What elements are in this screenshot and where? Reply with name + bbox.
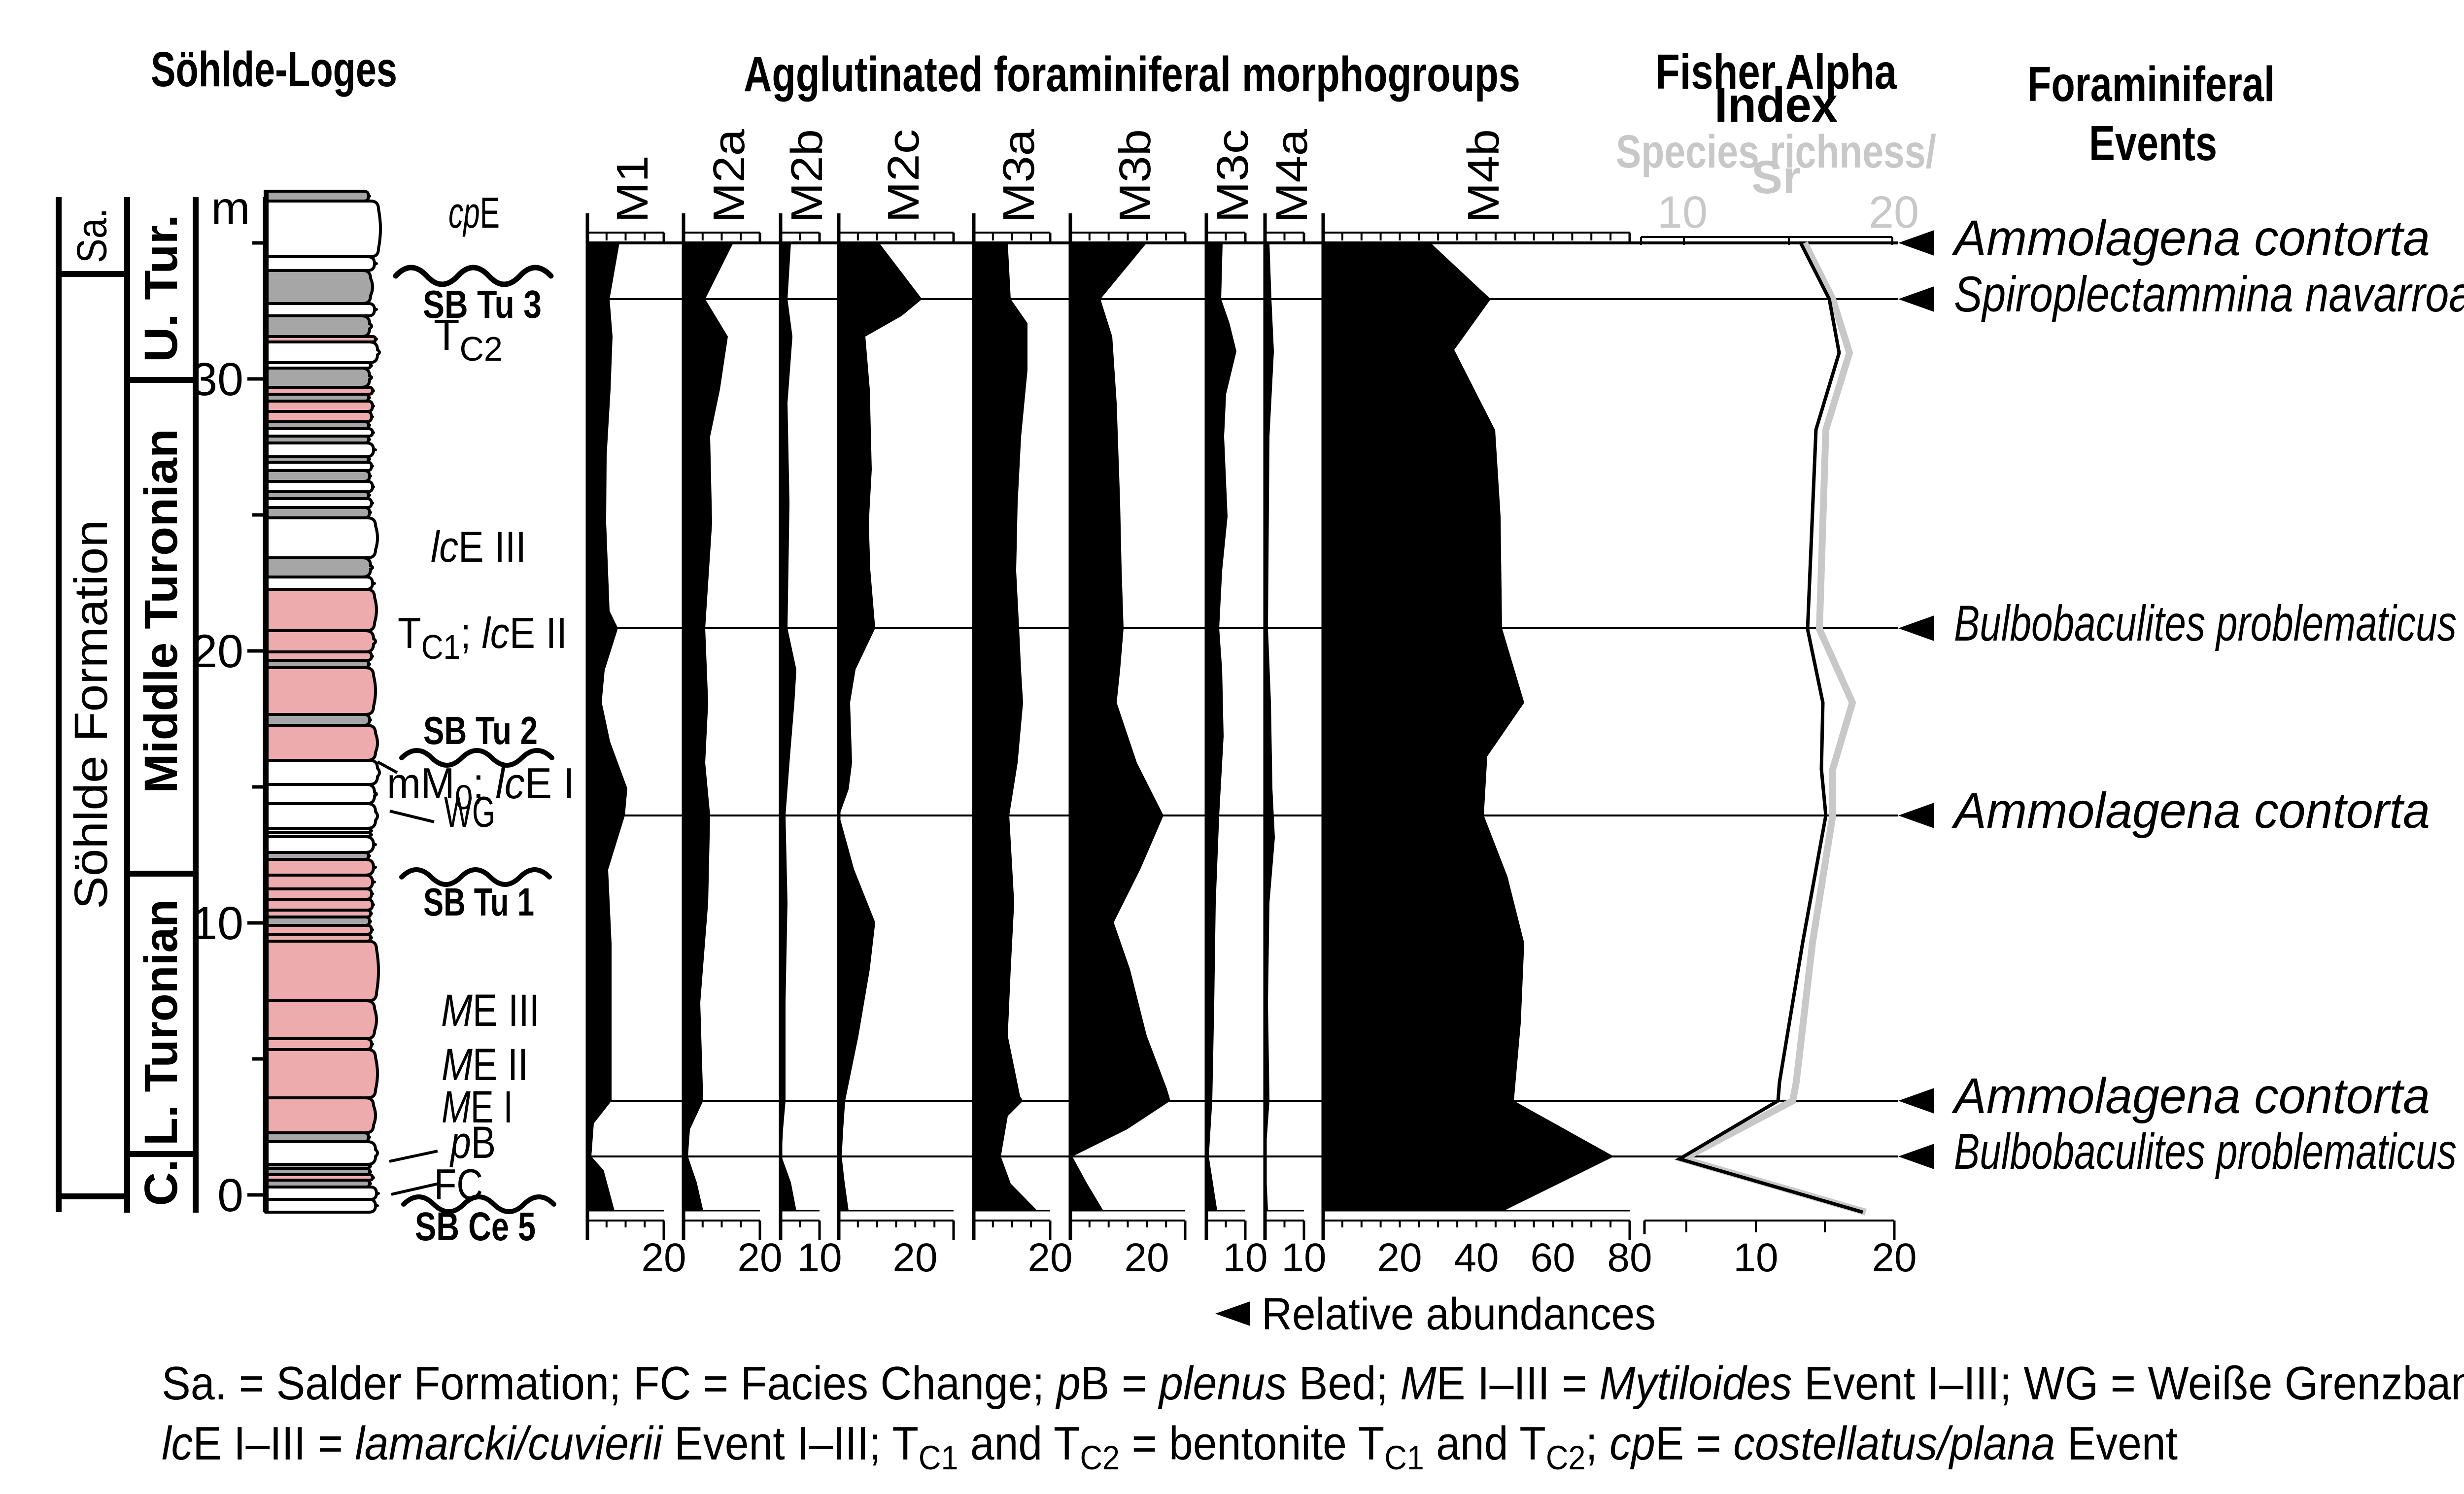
svg-text:lcE I–III = lamarcki/cuvierii: lcE I–III = lamarcki/cuvierii Event I–II…: [162, 1417, 2178, 1477]
svg-text:Relative abundances: Relative abundances: [1262, 1289, 1656, 1339]
svg-text:SB Ce 5: SB Ce 5: [415, 1204, 536, 1249]
svg-text:M2a: M2a: [705, 129, 754, 223]
svg-text:WG: WG: [444, 787, 495, 836]
svg-text:mM0​; lcE I: mM0​; lcE I: [387, 759, 575, 816]
svg-text:10: 10: [1657, 187, 1708, 238]
svg-text:M4b: M4b: [1459, 129, 1508, 223]
svg-text:L. Turonian: L. Turonian: [135, 899, 187, 1146]
svg-text:20: 20: [641, 1235, 686, 1280]
svg-text:M3b: M3b: [1111, 129, 1160, 223]
svg-text:FC: FC: [434, 1160, 483, 1209]
svg-text:Ammolagena contorta: Ammolagena contorta: [1951, 210, 2430, 266]
svg-text:0: 0: [217, 1169, 243, 1222]
svg-text:20: 20: [737, 1235, 782, 1280]
svg-text:lcE III: lcE III: [431, 522, 526, 571]
svg-text:30: 30: [191, 353, 243, 406]
svg-text:20: 20: [1869, 187, 1919, 238]
svg-text:M4a: M4a: [1267, 129, 1317, 223]
svg-text:10: 10: [191, 897, 243, 950]
svg-text:60: 60: [1530, 1235, 1575, 1280]
svg-text:20: 20: [1377, 1235, 1422, 1280]
svg-text:Spiroplectammina navarroana: Spiroplectammina navarroana: [1954, 266, 2464, 322]
svg-text:Sa.: Sa.: [69, 208, 116, 263]
svg-text:Agglutinated foraminiferal mor: Agglutinated foraminiferal morphogroups: [744, 47, 1520, 102]
svg-text:pB: pB: [449, 1118, 496, 1168]
svg-text:SB Tu 3: SB Tu 3: [423, 282, 542, 326]
svg-text:Söhlde Formation: Söhlde Formation: [65, 520, 117, 909]
svg-text:20: 20: [191, 625, 243, 678]
svg-text:TC2​: TC2​: [434, 310, 503, 368]
svg-text:cpE: cpE: [448, 188, 500, 237]
svg-text:10: 10: [1733, 1235, 1778, 1280]
svg-text:20: 20: [892, 1235, 937, 1280]
svg-text:M1: M1: [608, 155, 657, 223]
svg-text:Middle Turonian: Middle Turonian: [135, 429, 187, 793]
svg-text:Söhlde-Loges: Söhlde-Loges: [151, 42, 397, 97]
svg-text:M2b: M2b: [783, 129, 832, 223]
svg-text:Bulbobaculites problematicus: Bulbobaculites problematicus: [1954, 595, 2457, 651]
svg-text:Foraminiferal: Foraminiferal: [2027, 57, 2275, 112]
svg-text:80: 80: [1607, 1235, 1652, 1280]
svg-text:Ammolagena contorta: Ammolagena contorta: [1951, 1068, 2430, 1124]
svg-text:ME I: ME I: [442, 1082, 513, 1132]
svg-text:SB Tu 1: SB Tu 1: [423, 880, 534, 924]
svg-text:20: 20: [1027, 1235, 1072, 1280]
svg-text:M3a: M3a: [994, 129, 1044, 223]
svg-text:Fisher Alpha: Fisher Alpha: [1655, 44, 1897, 100]
svg-text:M3c: M3c: [1208, 129, 1258, 223]
svg-text:M2c: M2c: [879, 129, 928, 223]
svg-text:40: 40: [1454, 1235, 1499, 1280]
svg-text:Sa. = Salder Formation; FC = F: Sa. = Salder Formation; FC = Facies Chan…: [162, 1357, 2464, 1410]
svg-text:20: 20: [1124, 1235, 1169, 1280]
svg-text:ME III: ME III: [441, 985, 540, 1036]
svg-text:U. Tur.: U. Tur.: [135, 214, 187, 362]
svg-text:Bulbobaculites problematicus: Bulbobaculites problematicus: [1954, 1123, 2457, 1180]
svg-text:Sr: Sr: [1751, 151, 1801, 204]
svg-text:Events: Events: [2089, 116, 2217, 171]
svg-text:10: 10: [1223, 1235, 1267, 1280]
svg-text:m: m: [211, 182, 250, 235]
svg-text:Ammolagena contorta: Ammolagena contorta: [1951, 782, 2430, 839]
svg-text:10: 10: [1281, 1235, 1326, 1280]
svg-text:TC1​; lcE II: TC1​; lcE II: [398, 609, 567, 666]
svg-text:20: 20: [1872, 1235, 1916, 1280]
svg-text:10: 10: [797, 1235, 842, 1280]
svg-text:Species richness/: Species richness/: [1616, 126, 1936, 178]
svg-text:C.: C.: [135, 1159, 187, 1206]
svg-text:Index: Index: [1714, 77, 1838, 133]
svg-text:ME II: ME II: [442, 1040, 528, 1090]
svg-text:SB Tu 2: SB Tu 2: [423, 709, 538, 752]
